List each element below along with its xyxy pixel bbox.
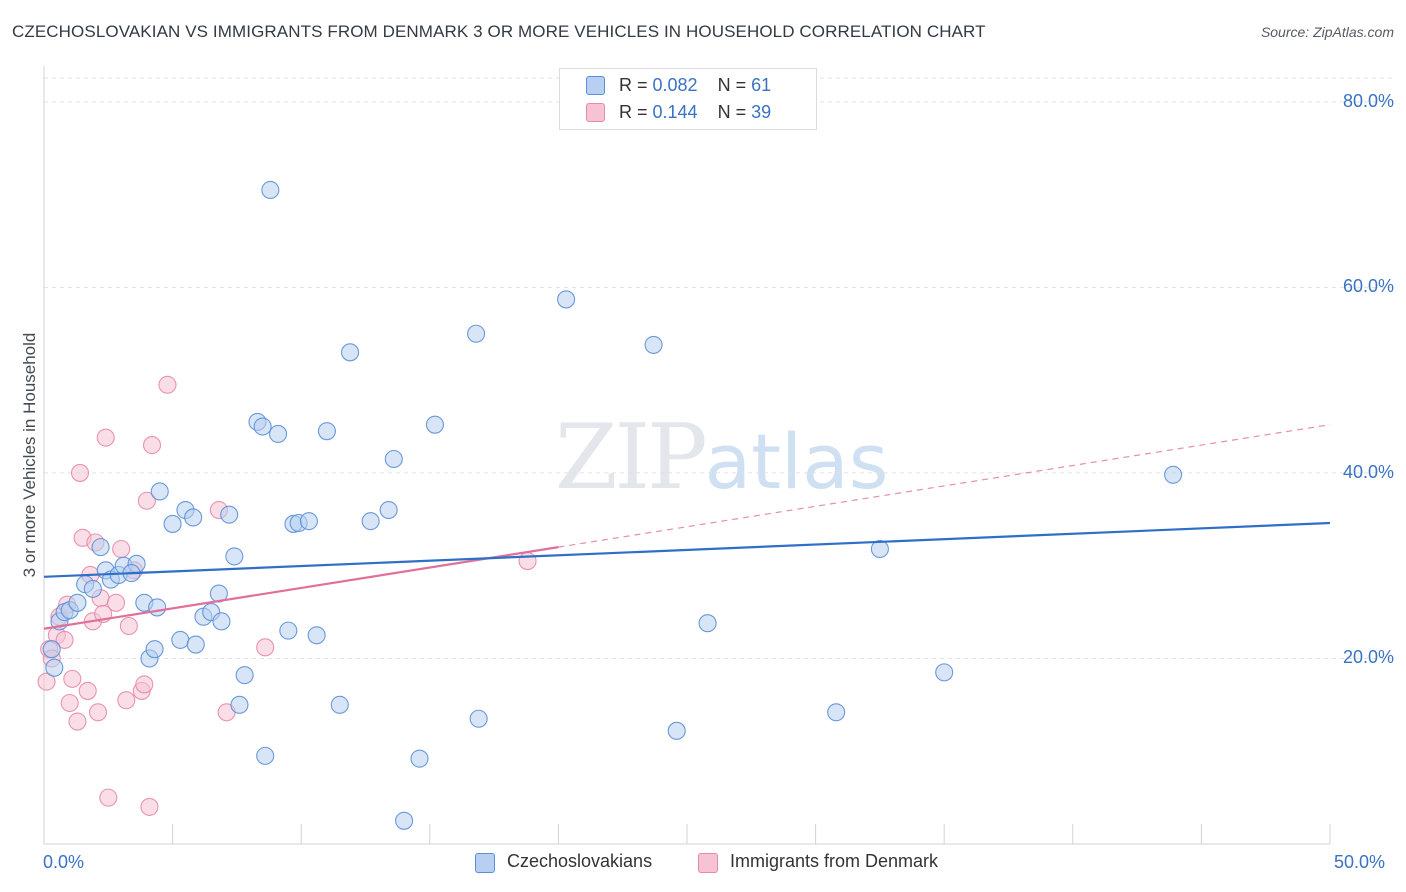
point-czechoslovakian	[379, 500, 398, 520]
point-czechoslovakian	[83, 579, 102, 598]
point-czechoslovakian	[395, 811, 414, 830]
y-tick-label: 40.0%	[1342, 461, 1394, 482]
point-czechoslovakian	[361, 512, 380, 531]
x-tick-label-max: 50.0%	[1334, 852, 1386, 872]
data-points	[37, 180, 1183, 830]
y-axis-label: 3 or more Vehicles in Household	[20, 332, 39, 578]
r-label: R =	[619, 75, 653, 95]
point-denmark	[88, 703, 108, 722]
pink-swatch	[586, 103, 605, 122]
point-denmark	[256, 638, 275, 657]
point-denmark	[135, 675, 154, 694]
r-label: R =	[619, 102, 653, 122]
point-denmark	[37, 672, 56, 691]
point-denmark	[140, 797, 159, 816]
point-czechoslovakian	[1164, 465, 1183, 484]
point-czechoslovakian	[184, 508, 203, 527]
r-value: 0.082	[652, 75, 698, 95]
point-czechoslovakian	[68, 593, 87, 612]
point-denmark	[68, 712, 87, 731]
point-czechoslovakian	[644, 335, 663, 354]
n-label: N =	[717, 102, 752, 122]
point-czechoslovakian	[225, 547, 244, 566]
point-czechoslovakian	[317, 422, 336, 441]
point-czechoslovakian	[42, 640, 61, 659]
point-czechoslovakian	[279, 621, 298, 640]
point-denmark	[112, 539, 131, 559]
watermark-atlas: atlas	[704, 417, 889, 506]
point-czechoslovakian	[256, 746, 275, 765]
x-tick-label-min: 0.0%	[43, 852, 85, 872]
point-czechoslovakian	[253, 417, 272, 436]
point-denmark	[158, 375, 177, 394]
point-czechoslovakian	[235, 666, 254, 685]
point-czechoslovakian	[269, 424, 288, 444]
source-label: Source: ZipAtlas.com	[1260, 24, 1394, 40]
point-denmark	[117, 691, 136, 710]
y-tick-label: 60.0%	[1342, 276, 1394, 297]
grid-lines	[43, 66, 1392, 845]
trend-line-denmark	[43, 546, 559, 630]
stats-legend: R = 0.082 N = 61 R = 0.144 N = 39	[559, 68, 817, 130]
point-denmark	[518, 551, 537, 571]
point-denmark	[106, 593, 126, 612]
point-czechoslovakian	[186, 635, 205, 654]
point-denmark	[78, 681, 97, 700]
point-denmark	[55, 630, 74, 649]
point-czechoslovakian	[384, 449, 403, 469]
point-czechoslovakian	[148, 598, 167, 617]
point-czechoslovakian	[91, 538, 110, 557]
point-czechoslovakian	[171, 630, 190, 649]
point-denmark	[63, 669, 82, 688]
blue-swatch	[475, 853, 495, 873]
point-czechoslovakian	[230, 695, 249, 714]
point-czechoslovakian	[341, 343, 360, 362]
blue-swatch	[586, 76, 605, 95]
point-denmark	[137, 491, 156, 510]
legend-label: Czechoslovakians	[507, 851, 653, 871]
trend-lines	[43, 424, 1331, 630]
point-czechoslovakian	[827, 703, 846, 722]
n-label: N =	[717, 75, 752, 95]
point-czechoslovakian	[330, 695, 349, 714]
point-czechoslovakian	[467, 324, 486, 343]
point-czechoslovakian	[469, 709, 488, 728]
point-czechoslovakian	[425, 415, 444, 434]
point-czechoslovakian	[45, 658, 64, 677]
x-tick-marks	[43, 824, 1331, 844]
point-czechoslovakian	[870, 539, 889, 559]
n-value: 39	[751, 102, 772, 122]
point-czechoslovakian	[667, 721, 686, 740]
trend-line-denmark-dashed	[558, 424, 1331, 548]
point-czechoslovakian	[220, 505, 239, 524]
point-czechoslovakian	[698, 614, 717, 633]
point-czechoslovakian	[150, 482, 169, 501]
watermark: ZIPatlas	[555, 405, 888, 510]
y-tick-label: 80.0%	[1342, 90, 1394, 111]
point-czechoslovakian	[410, 749, 429, 768]
point-czechoslovakian	[212, 612, 231, 631]
pink-swatch	[698, 853, 718, 873]
point-czechoslovakian	[299, 512, 318, 531]
chart-title: CZECHOSLOVAKIAN VS IMMIGRANTS FROM DENMA…	[12, 22, 986, 41]
point-czechoslovakian	[307, 626, 326, 645]
point-denmark	[96, 428, 115, 447]
legend-label: Immigrants from Denmark	[730, 851, 939, 871]
y-tick-label: 20.0%	[1342, 647, 1394, 668]
r-value: 0.144	[652, 102, 698, 122]
n-value: 61	[751, 75, 772, 95]
point-czechoslovakian	[145, 640, 164, 659]
point-czechoslovakian	[163, 514, 182, 533]
point-czechoslovakian	[557, 290, 576, 309]
point-denmark	[142, 436, 162, 455]
point-denmark	[60, 693, 79, 713]
point-denmark	[119, 616, 138, 636]
watermark-zip: ZIP	[555, 405, 708, 510]
trend-line-czechoslovakians	[43, 521, 1331, 578]
point-czechoslovakian	[935, 663, 954, 682]
point-denmark	[70, 463, 90, 482]
point-czechoslovakian	[261, 180, 280, 200]
point-denmark	[99, 788, 118, 807]
